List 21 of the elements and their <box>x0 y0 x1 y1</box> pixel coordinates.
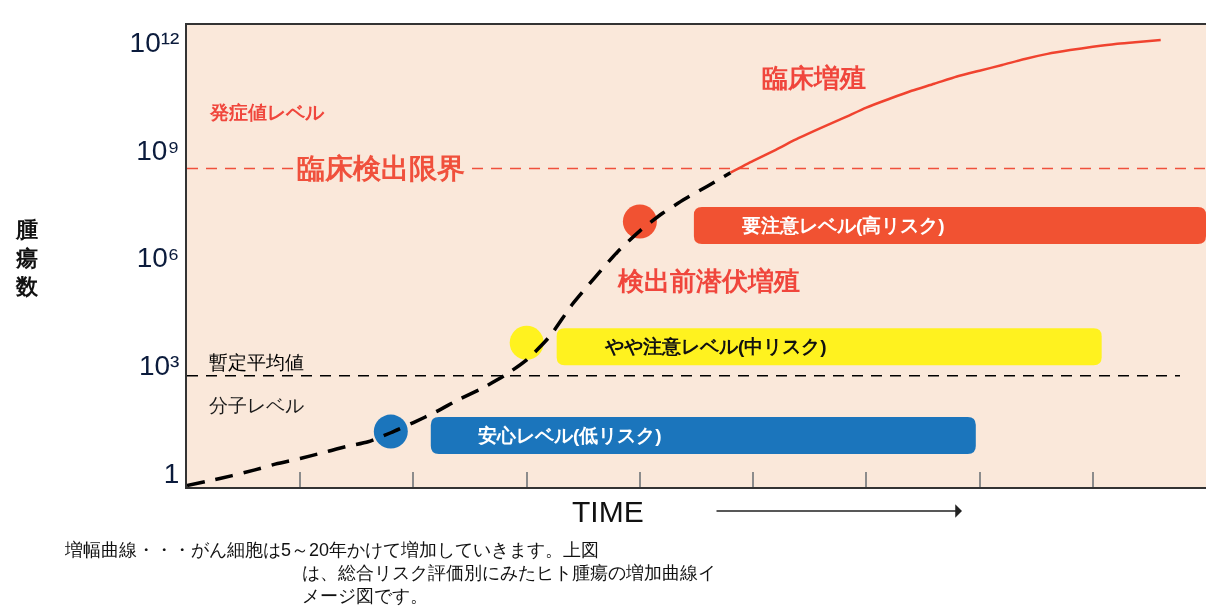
y-tick-label: 10⁹ <box>136 134 180 166</box>
annotation: 分子レベル <box>209 395 304 416</box>
text: やや注意レベル(中リスク) <box>604 336 827 357</box>
annotation: 臨床増殖 <box>762 63 866 93</box>
y-tick-label: 10³ <box>138 349 180 381</box>
point <box>509 325 544 360</box>
text: 増幅曲線・・・がん細胞は5～20年かけて増加していきます。上図は、総合リスク評価別にみたヒト腫瘍の増加曲線イメージ図です。 <box>64 540 716 607</box>
y-tick-label: 10¹² <box>129 26 180 58</box>
x-axis-title: TIME <box>572 495 644 528</box>
y-axis-title: 腫瘍数 <box>15 217 39 300</box>
y-tick-label: 10⁶ <box>136 242 180 274</box>
line-series <box>729 38 1162 174</box>
y-tick-label: 1 <box>163 457 180 489</box>
point <box>373 414 408 449</box>
annotation: 発症値レベル <box>209 102 325 123</box>
annotation: 検出前潜伏増殖 <box>617 266 800 296</box>
ref-line-label: 臨床検出限界 <box>297 153 465 184</box>
text: 安心レベル(低リスク) <box>478 425 662 446</box>
text: 要注意レベル(高リスク) <box>741 215 945 236</box>
ref-line-label: 暫定平均値 <box>209 352 304 373</box>
point <box>622 204 657 239</box>
